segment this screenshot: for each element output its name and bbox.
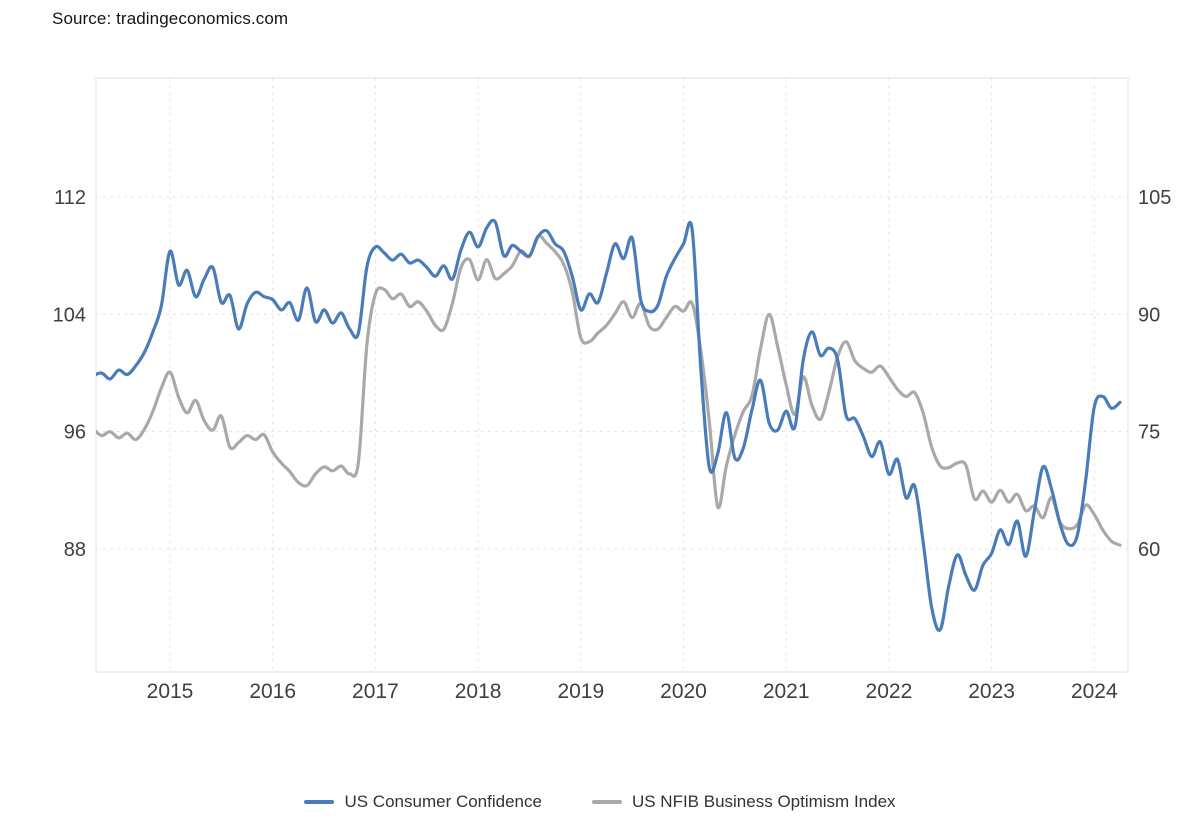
y-axis-label-right: 90 — [1138, 304, 1160, 326]
legend: US Consumer Confidence US NFIB Business … — [0, 792, 1200, 812]
y-axis-label-left: 112 — [54, 187, 86, 209]
legend-item-us-consumer-confidence[interactable]: US Consumer Confidence — [304, 792, 542, 812]
x-axis-label-year: 2022 — [866, 680, 913, 703]
x-axis-label-year: 2024 — [1071, 680, 1118, 703]
series-line-us-consumer-confidence[interactable] — [93, 218, 1122, 633]
source-attribution: Source: tradingeconomics.com — [52, 9, 289, 28]
y-axis-label-left: 104 — [53, 304, 86, 326]
y-axis-label-right: 75 — [1138, 422, 1160, 444]
y-axis-label-right: 105 — [1138, 187, 1171, 209]
x-axis-label-year: 2020 — [660, 680, 707, 703]
x-axis-label-year: 2015 — [147, 680, 194, 703]
legend-swatch-consumer-confidence — [304, 800, 335, 804]
legend-item-us-nfib-optimism[interactable]: US NFIB Business Optimism Index — [591, 792, 896, 812]
x-axis-label-year: 2016 — [249, 680, 296, 703]
x-axis-label-year: 2018 — [455, 680, 502, 703]
y-axis-label-right: 60 — [1138, 539, 1160, 561]
legend-swatch-nfib-optimism — [591, 800, 622, 804]
y-axis-label-left: 96 — [64, 422, 86, 444]
x-axis-label-year: 2021 — [763, 680, 810, 703]
plot-frame — [95, 77, 1129, 673]
legend-label-nfib-optimism: US NFIB Business Optimism Index — [631, 792, 896, 811]
y-axis-label-left: 88 — [64, 539, 86, 561]
x-axis-label-year: 2019 — [557, 680, 604, 703]
legend-label-consumer-confidence: US Consumer Confidence — [344, 792, 542, 811]
x-axis-label-year: 2023 — [968, 680, 1015, 703]
x-axis-label-year: 2017 — [352, 680, 399, 703]
series-line-us-nfib-business-optimism-index[interactable] — [93, 234, 1122, 547]
